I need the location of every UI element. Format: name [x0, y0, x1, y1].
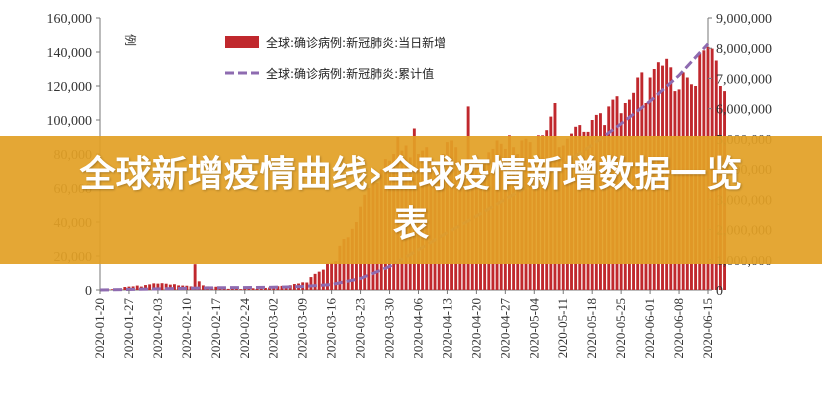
- bar: [256, 289, 259, 290]
- left-tick-label: 140,000: [47, 46, 93, 61]
- bar: [148, 284, 151, 290]
- bar: [318, 272, 321, 290]
- bar: [247, 289, 250, 290]
- x-tick-label: 2020-04-20: [468, 298, 483, 359]
- x-tick-label: 2020-05-11: [555, 298, 570, 358]
- bar: [322, 270, 325, 290]
- x-tick-label: 2020-03-23: [353, 298, 368, 359]
- x-tick-label: 2020-02-10: [179, 298, 194, 359]
- x-tick-label: 2020-03-30: [382, 298, 397, 359]
- bar: [252, 288, 255, 290]
- banner-title: 全球新增疫情曲线›全球疫情新增数据一览表: [71, 150, 751, 250]
- bar: [136, 286, 139, 290]
- x-tick-label: 2020-04-27: [497, 298, 512, 359]
- bar: [214, 287, 217, 290]
- right-tick-label: 0: [716, 284, 723, 299]
- left-tick-label: 120,000: [47, 80, 93, 95]
- legend-label-line: 全球:确诊病例:新冠肺炎:累计值: [266, 66, 434, 81]
- legend: 全球:确诊病例:新冠肺炎:当日新增 全球:确诊病例:新冠肺炎:累计值: [225, 35, 446, 81]
- legend-label-bar: 全球:确诊病例:新冠肺炎:当日新增: [266, 35, 446, 50]
- x-tick-label: 2020-03-02: [266, 298, 281, 359]
- left-tick-label: 160,000: [47, 12, 93, 27]
- x-tick-label: 2020-05-04: [526, 298, 541, 359]
- right-tick-label: 6,000,000: [716, 103, 772, 118]
- x-tick-label: 2020-04-06: [410, 298, 425, 359]
- x-tick-label: 2020-01-27: [121, 298, 136, 359]
- x-tick-label: 2020-06-08: [671, 298, 686, 359]
- bar: [330, 263, 333, 290]
- left-tick-label: 100,000: [47, 114, 93, 129]
- unit-label: 例: [123, 34, 137, 46]
- bar: [305, 283, 308, 290]
- right-tick-label: 8,000,000: [716, 42, 772, 57]
- bar: [334, 261, 337, 290]
- right-tick-label: 7,000,000: [716, 72, 772, 87]
- x-tick-label: 2020-01-20: [92, 298, 107, 359]
- x-tick-label: 2020-04-13: [439, 298, 454, 359]
- bar: [123, 287, 126, 290]
- x-tick-label: 2020-02-03: [150, 298, 165, 359]
- x-tick-label: 2020-02-24: [237, 298, 252, 359]
- x-tick-label: 2020-03-16: [324, 298, 339, 359]
- x-tick-label: 2020-06-01: [642, 298, 657, 359]
- x-tick-label: 2020-02-17: [208, 298, 223, 359]
- right-tick-label: 9,000,000: [716, 12, 772, 27]
- x-tick-label: 2020-03-09: [295, 298, 310, 359]
- legend-swatch-bar: [225, 36, 259, 48]
- bar: [314, 274, 317, 290]
- x-tick-label: 2020-05-25: [613, 298, 628, 359]
- left-tick-label: 0: [85, 284, 92, 299]
- title-banner: 全球新增疫情曲线›全球疫情新增数据一览表: [0, 136, 822, 264]
- x-tick-label: 2020-05-18: [584, 298, 599, 359]
- bar: [239, 289, 242, 290]
- bar: [309, 277, 312, 290]
- bar: [194, 264, 197, 290]
- bar: [161, 283, 164, 290]
- bar: [227, 289, 230, 290]
- x-tick-label: 2020-06-15: [700, 298, 715, 359]
